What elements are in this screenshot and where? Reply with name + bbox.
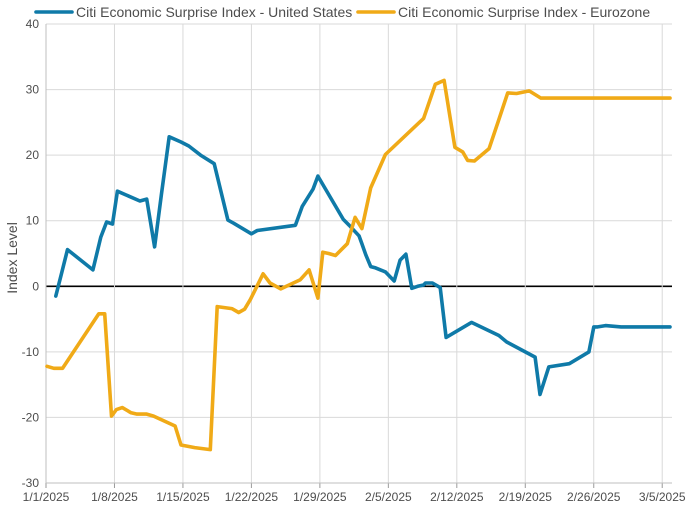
x-tick-label: 2/19/2025 xyxy=(499,490,553,504)
legend-label-united-states: Citi Economic Surprise Index - United St… xyxy=(76,4,352,20)
x-tick-label: 1/22/2025 xyxy=(225,490,279,504)
x-tick-label: 2/26/2025 xyxy=(567,490,621,504)
legend-label-eurozone: Citi Economic Surprise Index - Eurozone xyxy=(398,4,650,20)
y-tick-label: -30 xyxy=(22,476,40,490)
x-tick-label: 3/5/2025 xyxy=(639,490,686,504)
y-tick-label: 40 xyxy=(26,17,40,31)
series-line-eurozone xyxy=(45,78,672,452)
x-tick-label: 1/8/2025 xyxy=(91,490,138,504)
y-tick-label: 0 xyxy=(32,279,39,293)
legend: Citi Economic Surprise Index - United St… xyxy=(34,4,650,20)
y-tick-label: -10 xyxy=(22,345,40,359)
x-tick-label: 2/12/2025 xyxy=(430,490,484,504)
x-axis: 1/1/2025 1/8/2025 1/15/2025 1/22/2025 1/29/2… xyxy=(23,482,686,504)
x-tick-label: 2/5/2025 xyxy=(365,490,412,504)
series-line-united-states xyxy=(53,135,672,397)
x-tick-label: 1/15/2025 xyxy=(156,490,210,504)
y-tick-label: 10 xyxy=(26,214,40,228)
y-axis: -30 -20 -10 0 10 20 30 40 xyxy=(22,17,47,490)
series-layer xyxy=(45,78,672,452)
y-tick-label: 30 xyxy=(26,83,40,97)
x-tick-label: 1/1/2025 xyxy=(23,490,70,504)
y-tick-label: -20 xyxy=(22,410,40,424)
y-tick-label: 20 xyxy=(26,148,40,162)
x-tick-label: 1/29/2025 xyxy=(293,490,347,504)
y-axis-title: Index Level xyxy=(4,222,20,294)
